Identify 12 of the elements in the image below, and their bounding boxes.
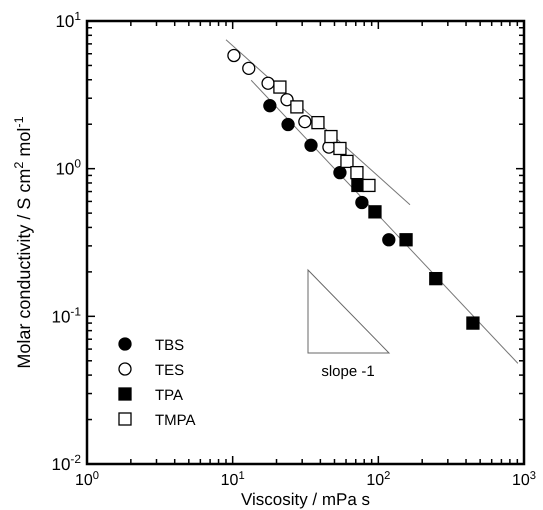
y-tick-label: 10$^{1}$ xyxy=(55,9,82,31)
y-tick-label: 10$^{0}$ xyxy=(55,156,82,179)
legend-label: TBS xyxy=(155,337,184,354)
legend-label: TES xyxy=(155,362,184,379)
x-tick-label: 10$^{1}$ xyxy=(220,470,245,489)
x-tick-label: 10$^{2}$ xyxy=(366,470,390,489)
legend-label: TMPA xyxy=(155,412,196,429)
legend-label: TPA xyxy=(155,387,184,404)
x-tick-label: 10$^{3}$ xyxy=(512,470,536,489)
y-tick-label: 10$^{-1}$ xyxy=(52,304,82,326)
x-axis-title: Viscosity / mPa s xyxy=(240,490,370,509)
annotation: slope -1 xyxy=(321,363,375,380)
